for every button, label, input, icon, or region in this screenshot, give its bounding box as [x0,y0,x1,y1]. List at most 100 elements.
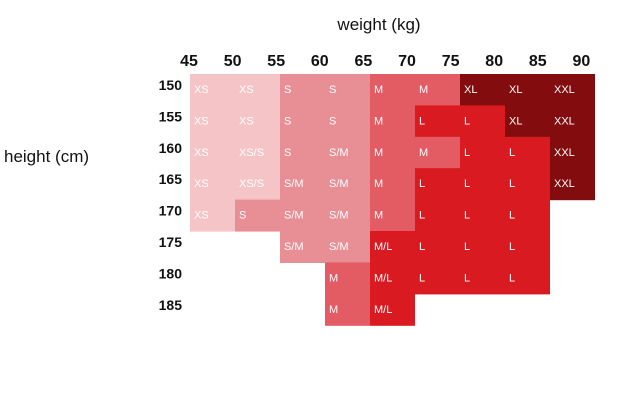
cell-label-155-3: S [329,115,336,127]
cell-label-160-4: M [374,147,383,159]
cell-label-160-7: L [509,147,515,159]
cell-170-7 [505,199,550,232]
cell-165-3 [325,168,370,201]
cell-165-0 [190,168,235,201]
cell-label-160-3: S/M [329,147,349,159]
cell-label-150-0: XS [194,84,209,96]
cell-160-4 [370,136,415,169]
cell-175-3 [325,231,370,263]
y-tick-180: 180 [159,265,183,281]
cell-155-8 [550,105,595,138]
cell-label-155-0: XS [194,115,209,127]
cell-label-155-5: L [419,115,425,127]
cell-165-8 [550,168,595,201]
cell-170-2 [280,199,325,232]
y-tick-175: 175 [159,234,183,250]
cell-label-170-5: L [419,210,425,222]
cell-185-4 [370,293,415,326]
cell-155-0 [190,105,235,138]
cell-label-170-7: L [509,210,515,222]
cell-150-6 [460,74,505,106]
cell-180-6 [460,262,505,295]
cell-150-1 [235,74,280,106]
x-tick-55: 55 [267,53,285,70]
cell-160-8 [550,136,595,169]
cell-label-150-1: XS [239,84,254,96]
cell-label-160-2: S [284,147,291,159]
cell-label-185-3: M [329,304,338,316]
cell-175-4 [370,231,415,263]
cell-160-7 [505,136,550,169]
y-tick-185: 185 [159,297,183,313]
cell-label-170-2: S/M [284,210,304,222]
cell-label-160-0: XS [194,147,209,159]
x-tick-80: 80 [485,53,503,70]
cell-label-155-6: L [464,115,470,127]
cell-150-0 [190,74,235,106]
cell-label-165-6: L [464,178,470,190]
cell-160-5 [415,136,460,169]
cell-label-160-8: XXL [554,147,575,159]
cell-label-150-2: S [284,84,291,96]
cell-165-5 [415,168,460,201]
x-tick-65: 65 [355,53,373,70]
cell-label-175-7: L [509,241,515,253]
y-tick-155: 155 [159,108,183,124]
cell-170-4 [370,199,415,232]
cell-150-4 [370,74,415,106]
cell-label-165-1: XS/S [239,178,264,190]
x-tick-60: 60 [311,53,329,70]
cell-155-4 [370,105,415,138]
cell-170-5 [415,199,460,232]
x-tick-45: 45 [180,53,198,70]
cell-150-8 [550,74,595,106]
cell-150-2 [280,74,325,106]
y-tick-165: 165 [159,171,183,187]
cell-175-7 [505,231,550,263]
cell-label-175-5: L [419,241,425,253]
cell-label-165-3: S/M [329,178,349,190]
cell-155-7 [505,105,550,138]
cell-175-5 [415,231,460,263]
x-tick-50: 50 [224,53,242,70]
x-axis-ticks: 45 50 55 60 65 70 75 80 85 90 [180,53,590,70]
cell-165-7 [505,168,550,201]
cell-label-160-6: L [464,147,470,159]
cell-150-5 [415,74,460,106]
y-axis-label: height (cm) [4,147,89,166]
cell-label-155-4: M [374,115,383,127]
cell-170-0 [190,199,235,232]
cell-160-6 [460,136,505,169]
cell-160-0 [190,136,235,169]
cell-label-180-5: L [419,272,425,284]
cell-label-150-6: XL [464,84,477,96]
cell-label-170-6: L [464,210,470,222]
cell-150-3 [325,74,370,106]
chart-title: weight (kg) [336,15,420,34]
cell-label-165-2: S/M [284,178,304,190]
cell-160-3 [325,136,370,169]
cell-label-165-5: L [419,178,425,190]
cell-label-155-2: S [284,115,291,127]
cell-label-155-7: XL [509,115,522,127]
cell-label-180-4: M/L [374,272,392,284]
cell-170-6 [460,199,505,232]
cell-label-150-8: XXL [554,84,575,96]
cell-155-2 [280,105,325,138]
x-tick-75: 75 [442,53,460,70]
cell-155-1 [235,105,280,138]
cell-180-7 [505,262,550,295]
cell-175-6 [460,231,505,263]
cell-label-175-6: L [464,241,470,253]
size-cells: XS XS S S M M XL XL XXL XS XS S S M L L XL XXL XS XS/S S S/M M… [190,74,595,326]
cell-label-175-4: M/L [374,241,392,253]
cell-label-150-5: M [419,84,428,96]
cell-label-180-7: L [509,272,515,284]
cell-label-155-1: XS [239,115,254,127]
x-tick-90: 90 [573,53,591,70]
cell-label-175-3: S/M [329,241,349,253]
cell-label-170-4: M [374,210,383,222]
cell-165-1 [235,168,280,201]
cell-170-3 [325,199,370,232]
